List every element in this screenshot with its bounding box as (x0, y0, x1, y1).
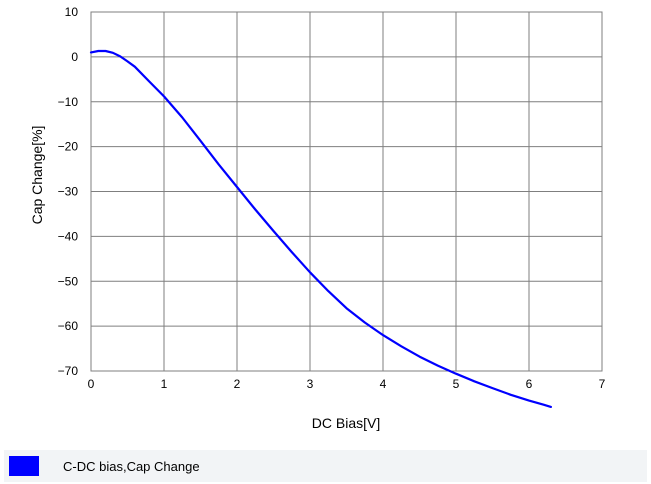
x-tick-label: 7 (599, 377, 606, 391)
x-axis-ticks: 0 1 2 3 4 5 6 7 (88, 377, 606, 391)
y-tick-label: −20 (58, 140, 79, 154)
x-axis-title: DC Bias[V] (312, 415, 380, 431)
y-axis-title: Cap Change[%] (29, 126, 45, 225)
y-tick-label: −50 (58, 274, 79, 288)
y-tick-label: 0 (71, 50, 78, 64)
x-tick-label: 6 (526, 377, 533, 391)
chart: 0 1 2 3 4 5 6 7 10 0 −10 −20 −30 −40 −50 −60 −70 DC Bia… (29, 5, 606, 431)
legend-swatch (9, 456, 39, 476)
y-axis-ticks: 10 0 −10 −20 −30 −40 −50 −60 −70 (58, 5, 79, 378)
y-tick-label: −30 (58, 185, 79, 199)
x-tick-label: 2 (234, 377, 241, 391)
y-tick-label: −40 (58, 229, 79, 243)
x-tick-label: 0 (88, 377, 95, 391)
y-tick-label: 10 (65, 5, 79, 19)
y-tick-label: −10 (58, 95, 79, 109)
y-tick-label: −60 (58, 319, 79, 333)
x-tick-label: 3 (307, 377, 314, 391)
x-tick-label: 4 (380, 377, 387, 391)
gridlines (91, 12, 602, 371)
legend: C-DC bias,Cap Change (4, 450, 647, 482)
x-tick-label: 1 (161, 377, 168, 391)
x-tick-label: 5 (453, 377, 460, 391)
legend-label: C-DC bias,Cap Change (63, 458, 200, 474)
y-tick-label: −70 (58, 364, 79, 378)
plot-area-border (90, 11, 603, 372)
series-layer (89, 49, 553, 408)
series-line (89, 49, 553, 408)
